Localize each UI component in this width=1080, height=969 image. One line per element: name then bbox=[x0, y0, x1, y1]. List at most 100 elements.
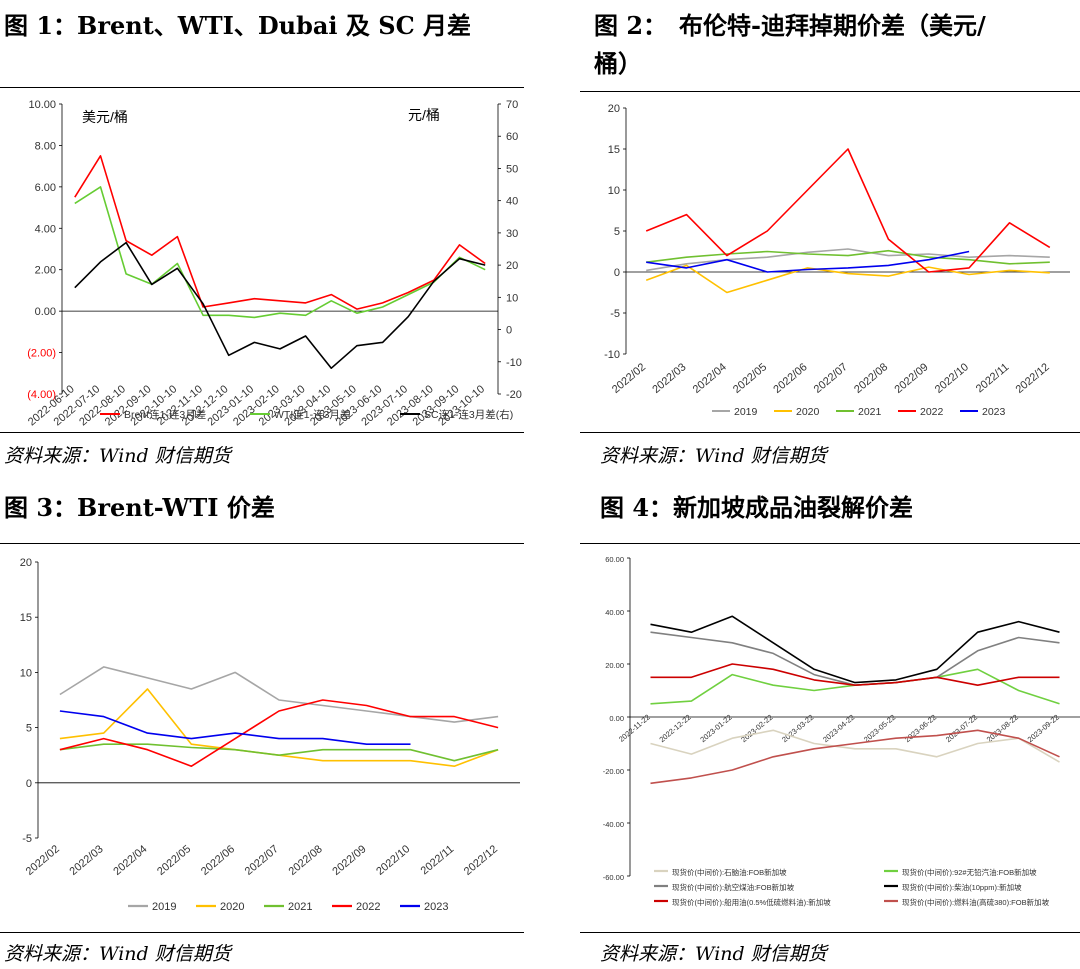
y2-tick-label: 60 bbox=[506, 131, 518, 143]
y2-tick-label: 10 bbox=[506, 292, 518, 304]
y-tick-label: 5 bbox=[614, 226, 620, 238]
legend-label: SC连1-连3月差(右) bbox=[424, 408, 513, 421]
x-tick-label: 2022/07 bbox=[243, 843, 281, 878]
x-tick-label: 2022/09 bbox=[330, 843, 368, 878]
legend-label: 2022 bbox=[356, 901, 380, 913]
series-line bbox=[74, 154, 486, 310]
series-line bbox=[645, 148, 1051, 273]
y-tick-label: 15 bbox=[608, 144, 620, 156]
figure-title: 图 1：Brent、WTI、Dubai 及 SC 月差 bbox=[4, 11, 472, 40]
series-line bbox=[59, 710, 411, 745]
y2-tick-label: 0 bbox=[506, 325, 512, 337]
y-tick-label: -60.00 bbox=[603, 873, 624, 882]
y-tick-label: -5 bbox=[610, 308, 620, 320]
legend-label: Brent连1-连3月差 bbox=[124, 408, 206, 421]
source-note: 资料来源：Wind 财信期货 bbox=[4, 445, 231, 467]
bottom-rule bbox=[0, 432, 524, 433]
figure-1: 图 1：Brent、WTI、Dubai 及 SC 月差 10.00 8.00 6.0… bbox=[0, 0, 540, 485]
y-tick-label: 2.00 bbox=[35, 265, 56, 277]
figure-2: 图 2： 布伦特-迪拜掉期价差（美元/ 桶） 20 15 10 5 0 -5 -10 2022… bbox=[580, 0, 1080, 485]
series-line bbox=[650, 663, 1060, 686]
y-tick-label: 0.00 bbox=[609, 714, 624, 723]
y2-tick-label: 20 bbox=[506, 260, 518, 272]
x-tick-label: 2022/04 bbox=[111, 843, 149, 878]
series-line bbox=[646, 250, 970, 273]
source-note: 资料来源：Wind 财信期货 bbox=[600, 445, 827, 467]
y-tick-label: 20 bbox=[20, 557, 32, 569]
legend-label: 2021 bbox=[858, 406, 882, 418]
series-line bbox=[650, 668, 1060, 705]
chart-canvas: 10.00 8.00 6.00 4.00 2.00 0.00 (2.00) (4.00) 70 6… bbox=[26, 99, 522, 428]
y-tick-label: 20.00 bbox=[605, 661, 624, 670]
y-tick-label: -10 bbox=[604, 349, 620, 361]
y-tick-label: 6.00 bbox=[35, 182, 56, 194]
unit-label-right: 元/桶 bbox=[408, 107, 440, 123]
legend-label: 2021 bbox=[288, 901, 312, 913]
title-rule bbox=[580, 91, 1080, 92]
legend-label: 2019 bbox=[152, 901, 176, 913]
source-note: 资料来源：Wind 财信期货 bbox=[4, 943, 231, 965]
y2-tick-label: 50 bbox=[506, 163, 518, 175]
chart-canvas: 60.0040.0020.000.00-20.00-40.00-60.00202… bbox=[603, 555, 1080, 907]
series-line bbox=[646, 248, 1050, 272]
series-line bbox=[650, 615, 1060, 684]
legend-label: 2020 bbox=[220, 901, 244, 913]
y-tick-label: -40.00 bbox=[603, 820, 624, 829]
series-line bbox=[59, 699, 499, 767]
series-line bbox=[645, 264, 1050, 294]
series-line bbox=[59, 743, 499, 762]
y-tick-label: 15 bbox=[20, 612, 32, 624]
title-rule bbox=[0, 543, 524, 544]
x-tick-label: 2022/11 bbox=[419, 843, 457, 877]
series-line bbox=[650, 631, 1060, 686]
y-tick-label: 0 bbox=[614, 267, 620, 279]
y2-tick-label: -10 bbox=[506, 357, 522, 369]
figure-title: 图 4：新加坡成品油裂解价差 bbox=[600, 493, 914, 522]
x-tick-label: 2022/06 bbox=[771, 361, 809, 396]
y2-tick-label: 40 bbox=[506, 196, 518, 208]
y2-tick-label: 30 bbox=[506, 228, 518, 240]
figure-title: 图 3：Brent-WTI 价差 bbox=[4, 493, 275, 522]
y-tick-label: -20.00 bbox=[603, 767, 624, 776]
title-rule bbox=[0, 87, 524, 88]
series-line bbox=[646, 249, 1050, 265]
bottom-rule bbox=[580, 432, 1080, 433]
y-tick-label: 4.00 bbox=[35, 223, 56, 235]
x-tick-label: 2022/04 bbox=[691, 361, 729, 396]
bottom-rule bbox=[580, 932, 1080, 933]
legend-label: 2019 bbox=[734, 406, 758, 418]
y-tick-label: 20 bbox=[608, 103, 620, 115]
y-tick-label: 0.00 bbox=[35, 306, 56, 318]
y-tick-label: 8.00 bbox=[35, 140, 56, 152]
y-tick-label: 10.00 bbox=[28, 99, 56, 111]
x-tick-label: 2022/03 bbox=[650, 361, 688, 396]
series-line bbox=[74, 241, 486, 370]
figure-title-continued: 桶） bbox=[594, 49, 642, 78]
y-tick-label: 10 bbox=[20, 667, 32, 679]
x-tick-label: 2022/06 bbox=[199, 843, 237, 878]
x-tick-label: 2022/07 bbox=[812, 361, 850, 396]
y-tick-label: 40.00 bbox=[605, 608, 624, 617]
y2-tick-label: -20 bbox=[506, 389, 522, 401]
x-tick-label: 2022/05 bbox=[731, 361, 769, 396]
legend-label: 现货价(中间价):92#无铅汽油:FOB新加坡 bbox=[902, 867, 1037, 877]
x-tick-label: 2022/10 bbox=[374, 843, 412, 878]
title-rule bbox=[580, 543, 1080, 544]
unit-label-left: 美元/桶 bbox=[82, 109, 128, 125]
legend-label: 现货价(中间价):燃料油(高硫380):FOB新加坡 bbox=[902, 897, 1050, 907]
y-tick-label: (4.00) bbox=[27, 389, 56, 401]
y2-tick-label: 70 bbox=[506, 99, 518, 111]
y-tick-label: 0 bbox=[26, 778, 32, 790]
series-line bbox=[650, 729, 1060, 785]
source-note: 资料来源：Wind 财信期货 bbox=[600, 943, 827, 965]
legend-label: WTI连1-连3月差 bbox=[274, 408, 350, 421]
legend-label: 2022 bbox=[920, 406, 944, 418]
x-tick-label: 2022/03 bbox=[67, 843, 105, 878]
legend-label: 2023 bbox=[982, 406, 1006, 418]
y-tick-label: 10 bbox=[608, 185, 620, 197]
x-tick-label: 2022/02 bbox=[24, 843, 62, 878]
series-line bbox=[74, 186, 486, 319]
legend-label: 现货价(中间价):船用油(0.5%低硫燃料油):新加坡 bbox=[672, 897, 831, 907]
